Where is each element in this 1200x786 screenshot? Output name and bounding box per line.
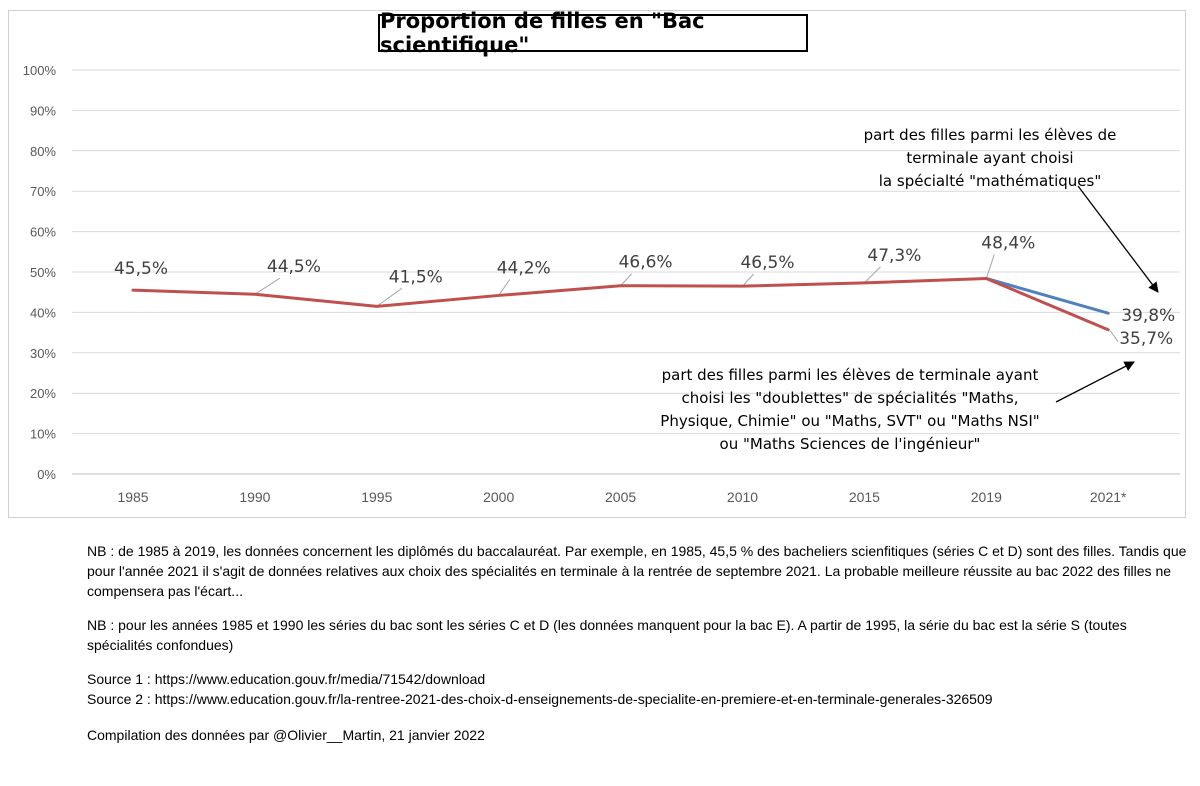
- y-tick-label: 50%: [30, 265, 56, 280]
- data-label: 39,8%: [1121, 306, 1175, 326]
- note-compilation: Compilation des données par @Olivier__Ma…: [87, 727, 485, 743]
- annotation-doublettes: part des filles parmi les élèves de term…: [640, 364, 1060, 456]
- leader-line: [254, 277, 281, 295]
- data-label: 46,5%: [740, 253, 794, 273]
- annotation-line: Physique, Chimie" ou "Maths, SVT" ou "Ma…: [660, 412, 1040, 430]
- notes-section: NB : de 1985 à 2019, les données concern…: [87, 541, 1187, 759]
- line-chart: 0% 10% 20% 30% 40% 50% 60% 70% 80% 90% 100% 1985 19…: [23, 63, 1180, 505]
- series-line-bac: [131, 276, 1110, 332]
- x-tick-label: 1995: [361, 489, 392, 505]
- note-nb2: NB : pour les années 1985 et 1990 les sé…: [87, 617, 1127, 653]
- leader-line: [985, 254, 995, 279]
- x-tick-label: 2000: [483, 489, 514, 505]
- annotation-line: la spécialté "mathématiques": [878, 172, 1102, 190]
- note-nb1: NB : de 1985 à 2019, les données concern…: [87, 543, 1187, 599]
- annotation-line: part des filles parmi les élèves de term…: [661, 366, 1039, 384]
- annotation-line: choisi les "doublettes" de spécialités "…: [681, 389, 1019, 407]
- y-tick-label: 40%: [30, 305, 56, 320]
- leader-line: [620, 273, 632, 287]
- y-tick-label: 90%: [30, 103, 56, 118]
- annotation-line: ou "Maths Sciences de l'ingénieur": [719, 435, 981, 453]
- y-tick-label: 0%: [37, 467, 56, 482]
- annotation-maths: part des filles parmi les élèves de term…: [840, 124, 1140, 193]
- x-tick-label: 2015: [849, 489, 880, 505]
- leader-line: [376, 287, 403, 307]
- data-label: 48,4%: [981, 233, 1035, 253]
- note-source2: Source 2 : https://www.education.gouv.fr…: [87, 691, 993, 707]
- x-tick-label: 1985: [117, 489, 148, 505]
- y-tick-label: 80%: [30, 144, 56, 159]
- y-tick-label: 100%: [23, 63, 57, 78]
- leader-line: [742, 273, 754, 287]
- data-label: 44,5%: [267, 257, 321, 277]
- annotation-line: terminale ayant choisi: [906, 149, 1074, 167]
- x-tick-label: 2021*: [1090, 489, 1127, 505]
- x-tick-label: 2010: [727, 489, 758, 505]
- x-tick-label: 1990: [239, 489, 270, 505]
- annotation-line: part des filles parmi les élèves de: [863, 126, 1117, 144]
- annotation-arrow-bottom: [1055, 361, 1135, 403]
- data-label: 44,2%: [497, 258, 551, 278]
- annotation-arrow-top: [1077, 185, 1159, 293]
- leader-line: [1109, 330, 1119, 343]
- y-tick-label: 30%: [30, 346, 56, 361]
- chart-frame: [8, 10, 1186, 518]
- note-source1: Source 1 : https://www.education.gouv.fr…: [87, 671, 486, 687]
- x-tick-label: 2019: [971, 489, 1002, 505]
- x-tick-label: 2005: [605, 489, 636, 505]
- data-label: 35,7%: [1119, 329, 1173, 349]
- data-label: 41,5%: [389, 267, 443, 287]
- leader-line: [498, 279, 511, 296]
- y-tick-label: 70%: [30, 184, 56, 199]
- series-line-maths: [984, 276, 1110, 315]
- data-label: 47,3%: [867, 246, 921, 266]
- data-label: 45,5%: [114, 259, 168, 279]
- chart-title: Proportion de filles en "Bac scientifiqu…: [378, 9, 808, 57]
- y-tick-label: 60%: [30, 225, 56, 240]
- leader-line: [864, 266, 881, 284]
- y-tick-label: 10%: [30, 427, 56, 442]
- data-label: 46,6%: [619, 253, 673, 273]
- y-tick-label: 20%: [30, 386, 56, 401]
